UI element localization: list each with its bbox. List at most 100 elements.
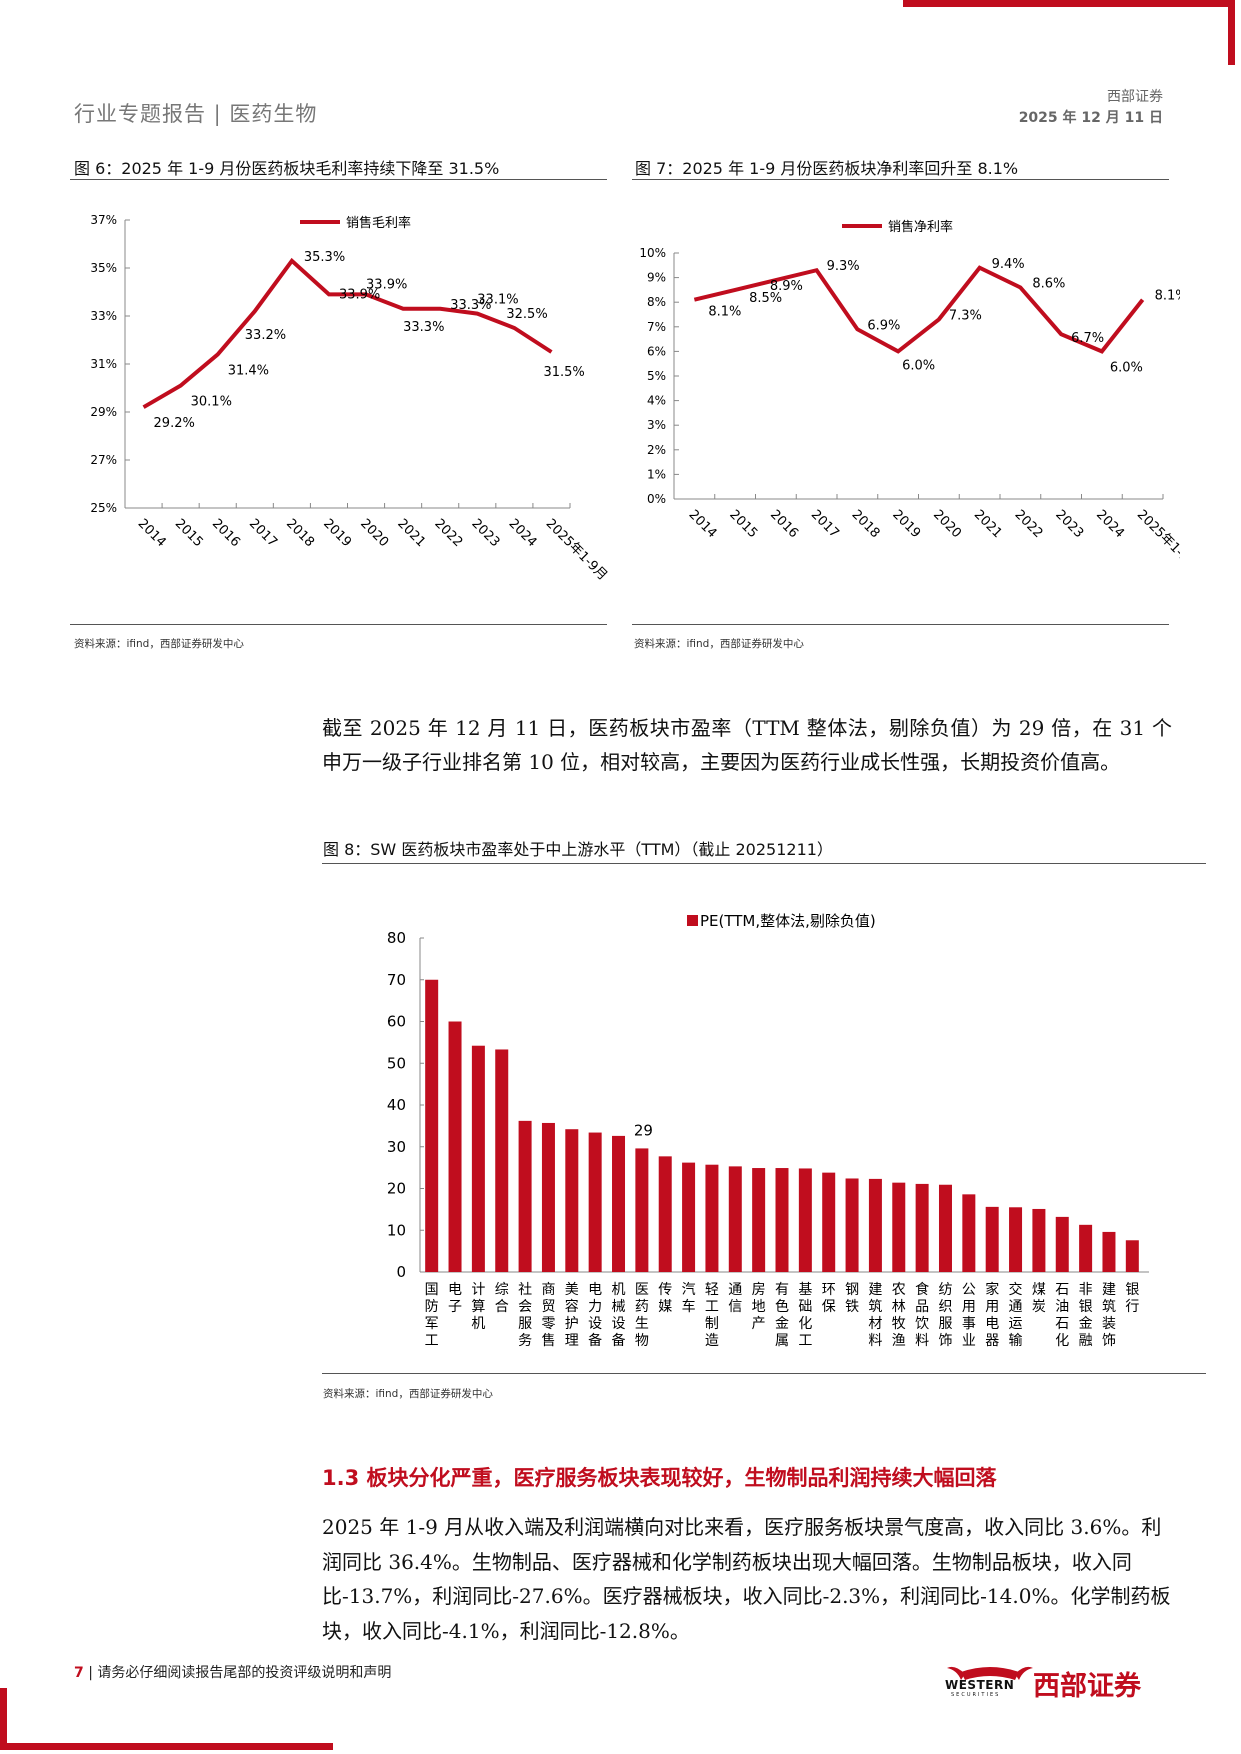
bar: [915, 1183, 929, 1272]
y-tick-label: 80: [387, 929, 406, 947]
bar: [1032, 1208, 1046, 1272]
x-tick-label: 2021: [971, 507, 1005, 541]
data-label: 32.5%: [506, 307, 547, 322]
x-tick-label-char: 牧: [892, 1316, 906, 1332]
y-tick-label: 33%: [90, 309, 117, 323]
data-label: 6.0%: [902, 358, 935, 373]
x-tick-label-char: 备: [588, 1332, 602, 1349]
logo-en: WESTERN: [945, 1678, 1015, 1692]
series-line: [142, 257, 553, 409]
x-tick-label-char: 金: [775, 1316, 789, 1332]
data-label: 33.3%: [403, 320, 444, 335]
x-tick-label: 2016: [209, 516, 243, 550]
x-tick-label: 2025年1-9月: [543, 516, 610, 583]
bar: [682, 1162, 696, 1272]
fig7-bottom-rule: [632, 624, 1169, 625]
x-tick-label-char: 金: [1079, 1316, 1093, 1332]
y-tick-label: 60: [387, 1013, 406, 1031]
fig8-rule: [322, 863, 1206, 864]
data-label: 9.3%: [827, 259, 860, 274]
data-label: 30.1%: [191, 395, 232, 410]
x-tick-label-char: 产: [752, 1316, 766, 1332]
x-tick-label: 2023: [468, 516, 502, 550]
x-tick-label-char: 建: [868, 1282, 882, 1298]
y-tick-label: 37%: [90, 213, 117, 227]
x-tick-label-char: 算: [471, 1299, 485, 1315]
x-tick-label-char: 电: [985, 1316, 999, 1332]
net-margin-chart: 0%1%2%3%4%5%6%7%8%9%10%2014 2015 2016 2017 2…: [639, 219, 1180, 575]
data-label: 8.5%: [749, 291, 782, 306]
x-tick-label-char: 械: [612, 1299, 626, 1315]
bar: [845, 1178, 859, 1272]
bar: [425, 979, 439, 1272]
footer-text: 请务必仔细阅读报告尾部的投资评级说明和声明: [97, 1665, 392, 1681]
x-tick-label-char: 理: [565, 1333, 579, 1349]
x-tick-label-char: 料: [868, 1333, 882, 1349]
x-tick-label-char: 用: [985, 1299, 999, 1315]
bar: [705, 1164, 719, 1272]
bar: [938, 1184, 952, 1272]
data-label: 33.1%: [477, 293, 518, 308]
x-tick-label-char: 物: [635, 1333, 649, 1349]
pe-paragraph: 截至 2025 年 12 月 11 日，医药板块市盈率（TTM 整体法，剔除负值…: [322, 716, 1172, 774]
y-tick-label: 27%: [90, 453, 117, 467]
fig6-rule: [70, 179, 607, 180]
y-tick-label: 5%: [647, 369, 666, 383]
x-tick-label-char: 钢: [845, 1282, 859, 1298]
x-tick-label-char: 制: [705, 1316, 719, 1332]
x-tick-label-char: 渔: [892, 1333, 906, 1349]
bar: [752, 1168, 766, 1272]
x-tick-label-char: 力: [588, 1299, 602, 1315]
y-tick-label: 10: [387, 1221, 406, 1239]
y-tick-label: 0%: [647, 492, 666, 506]
x-tick-label-char: 电: [448, 1282, 462, 1298]
x-tick-label-char: 容: [565, 1298, 579, 1315]
x-tick-label-char: 电: [588, 1282, 602, 1298]
x-tick-label: 2015: [172, 516, 206, 550]
pe-bar-chart: 01020304050607080国防军工电子计算机综合社会服务商贸零售美容护理…: [387, 912, 1149, 1349]
x-tick-label-char: 美: [565, 1282, 579, 1298]
y-tick-label: 40: [387, 1096, 406, 1114]
y-tick-label: 70: [387, 971, 406, 989]
x-tick-label: 2014: [686, 507, 720, 541]
x-tick-label: 2020: [357, 516, 391, 550]
bar: [518, 1120, 532, 1272]
legend-label: PE(TTM,整体法,剔除负值): [700, 912, 876, 930]
legend-swatch: [687, 915, 698, 926]
company-logo: WESTERN SECURITIES 西部证券: [945, 1660, 1165, 1702]
x-tick-label: 2019: [320, 516, 354, 550]
x-tick-label-char: 服: [938, 1316, 952, 1332]
x-tick-label: 2017: [808, 507, 842, 541]
x-tick-label-char: 化: [1055, 1333, 1069, 1349]
bar: [728, 1166, 742, 1272]
data-label: 33.3%: [450, 298, 491, 313]
logo-en-sub: SECURITIES: [951, 1692, 1001, 1698]
x-tick-label-char: 器: [985, 1333, 999, 1349]
x-tick-label-char: 油: [1055, 1299, 1069, 1315]
x-tick-label: 2018: [849, 507, 883, 541]
x-tick-label-char: 建: [1102, 1282, 1116, 1298]
bar: [868, 1178, 882, 1272]
legend-label: 销售净利率: [888, 219, 953, 235]
x-tick-label-char: 保: [822, 1299, 836, 1315]
y-tick-label: 29%: [90, 405, 117, 419]
x-tick-label-char: 地: [752, 1299, 766, 1315]
y-tick-label: 1%: [647, 467, 666, 481]
bar: [798, 1168, 812, 1272]
x-tick-label-char: 药: [635, 1299, 649, 1315]
x-tick-label-char: 通: [728, 1282, 742, 1298]
x-tick-label: 2020: [930, 507, 964, 541]
y-tick-label: 20: [387, 1180, 406, 1198]
x-tick-label-char: 设: [612, 1316, 626, 1332]
y-tick-label: 7%: [647, 320, 666, 334]
y-tick-label: 4%: [647, 394, 666, 408]
data-label: 9.4%: [992, 257, 1025, 272]
data-label: 8.1%: [708, 305, 741, 320]
bar: [541, 1122, 555, 1272]
x-tick-label-char: 交: [1009, 1281, 1023, 1298]
x-tick-label-char: 纺: [938, 1282, 952, 1298]
x-tick-label-char: 林: [892, 1299, 906, 1315]
fig7-rule: [632, 179, 1169, 180]
x-tick-label-char: 零: [541, 1316, 555, 1332]
x-tick-label-char: 饰: [938, 1333, 952, 1349]
